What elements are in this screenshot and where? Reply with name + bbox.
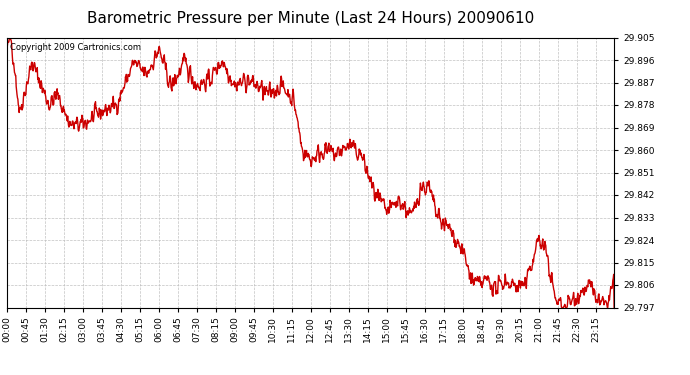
Text: Copyright 2009 Cartronics.com: Copyright 2009 Cartronics.com (10, 43, 141, 52)
Text: Barometric Pressure per Minute (Last 24 Hours) 20090610: Barometric Pressure per Minute (Last 24 … (87, 11, 534, 26)
